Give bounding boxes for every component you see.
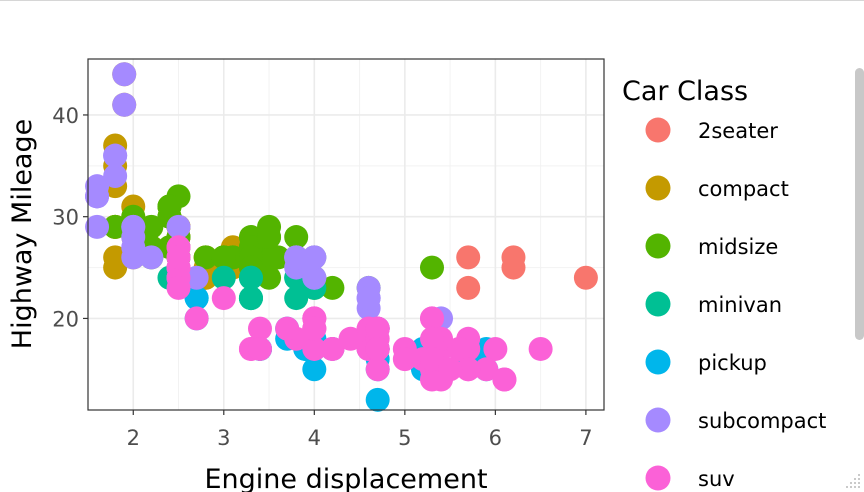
data-point-pickup bbox=[365, 387, 390, 412]
data-point-suv bbox=[420, 367, 444, 392]
data-point-2seater bbox=[501, 255, 526, 280]
data-point-midsize bbox=[257, 265, 282, 290]
legend-key-subcompact bbox=[645, 407, 671, 433]
window-top-border bbox=[0, 0, 864, 1]
data-point-suv bbox=[420, 306, 444, 331]
x-axis-title: Engine displacement bbox=[204, 464, 487, 492]
legend-label-midsize: midsize bbox=[698, 235, 778, 259]
data-point-midsize bbox=[257, 225, 282, 250]
data-point-subcompact bbox=[302, 265, 327, 290]
y-tick-label: 20 bbox=[52, 307, 79, 331]
legend-key-compact bbox=[645, 175, 671, 201]
data-point-midsize bbox=[157, 194, 182, 219]
data-point-suv bbox=[211, 286, 236, 311]
data-point-minivan bbox=[284, 286, 309, 311]
legend-label-2seater: 2seater bbox=[698, 119, 778, 143]
data-point-pickup bbox=[302, 357, 327, 382]
data-point-subcompact bbox=[139, 245, 164, 270]
x-tick-label: 6 bbox=[489, 426, 502, 450]
y-axis-title: Highway Mileage bbox=[7, 119, 38, 349]
data-point-midsize bbox=[320, 275, 345, 300]
data-point-subcompact bbox=[112, 92, 137, 117]
data-point-midsize bbox=[193, 245, 218, 270]
data-point-suv bbox=[320, 336, 345, 361]
data-point-subcompact bbox=[85, 184, 110, 209]
data-point-midsize bbox=[139, 214, 164, 239]
data-point-subcompact bbox=[103, 164, 128, 188]
data-point-suv bbox=[248, 316, 272, 341]
data-point-2seater bbox=[456, 275, 481, 300]
data-point-compact bbox=[103, 255, 128, 280]
data-point-suv bbox=[483, 336, 508, 361]
legend-key-minivan bbox=[645, 291, 671, 317]
data-point-suv bbox=[420, 347, 444, 372]
data-point-suv bbox=[302, 336, 327, 361]
legend: Car Class 2seater compact midsize minivan pi… bbox=[622, 76, 826, 491]
data-point-suv bbox=[338, 326, 363, 351]
data-point-subcompact bbox=[302, 245, 327, 270]
data-point-subcompact bbox=[103, 143, 128, 168]
resize-grip-icon[interactable] bbox=[842, 470, 862, 490]
data-point-suv bbox=[166, 275, 191, 300]
legend-label-minivan: minivan bbox=[698, 293, 782, 317]
axes: 2 3 4 5 6 7 20 30 40 bbox=[52, 104, 592, 450]
data-point-suv bbox=[365, 336, 390, 361]
data-point-midsize bbox=[284, 225, 309, 250]
data-point-suv bbox=[365, 316, 390, 341]
legend-key-suv bbox=[645, 465, 671, 491]
data-point-suv bbox=[275, 316, 300, 341]
data-point-minivan bbox=[238, 265, 263, 290]
data-point-suv bbox=[456, 357, 481, 382]
data-point-suv bbox=[184, 306, 209, 331]
data-point-suv bbox=[474, 357, 499, 382]
legend-key-2seater bbox=[645, 117, 671, 143]
x-tick-label: 3 bbox=[217, 426, 230, 450]
data-point-suv bbox=[420, 326, 444, 351]
data-point-suv bbox=[302, 316, 327, 341]
legend-title: Car Class bbox=[622, 76, 748, 107]
data-point-midsize bbox=[103, 214, 128, 239]
legend-label-pickup: pickup bbox=[698, 351, 767, 375]
plot-panel-border bbox=[87, 58, 605, 411]
data-point-minivan bbox=[238, 286, 263, 311]
data-point-pickup bbox=[184, 286, 209, 311]
data-point-suv bbox=[447, 336, 472, 361]
data-point-subcompact bbox=[166, 214, 191, 239]
data-point-suv bbox=[492, 367, 517, 392]
legend-key-midsize bbox=[645, 233, 671, 259]
legend-label-subcompact: subcompact bbox=[698, 409, 826, 433]
plot-panel-background bbox=[88, 59, 604, 410]
data-point-subcompact bbox=[356, 286, 381, 311]
data-point-subcompact bbox=[85, 214, 110, 239]
data-point-suv bbox=[438, 357, 463, 382]
x-tick-label: 7 bbox=[579, 426, 592, 450]
data-point-suv bbox=[528, 336, 553, 361]
data-point-midsize bbox=[211, 245, 236, 270]
data-point-suv bbox=[392, 347, 417, 372]
data-point-midsize bbox=[257, 245, 282, 270]
legend-label-compact: compact bbox=[698, 177, 789, 201]
data-point-subcompact bbox=[184, 265, 209, 290]
data-point-subcompact bbox=[284, 245, 309, 270]
data-point-2seater bbox=[573, 265, 598, 290]
data-point-subcompact bbox=[112, 62, 137, 87]
data-point-midsize bbox=[420, 255, 444, 280]
data-points bbox=[85, 62, 598, 412]
data-point-subcompact bbox=[121, 214, 146, 239]
legend-key-pickup bbox=[645, 349, 671, 375]
data-point-minivan bbox=[211, 265, 236, 290]
data-point-2seater bbox=[456, 245, 481, 270]
data-point-suv bbox=[365, 357, 390, 382]
data-point-suv bbox=[248, 336, 272, 361]
x-tick-label: 4 bbox=[308, 426, 321, 450]
legend-entries: 2seater compact midsize minivan pickup subcom… bbox=[645, 117, 826, 491]
y-tick-label: 40 bbox=[52, 104, 79, 128]
x-tick-label: 5 bbox=[398, 426, 411, 450]
data-point-suv bbox=[166, 245, 191, 270]
legend-label-suv: suv bbox=[698, 467, 735, 491]
x-tick-label: 2 bbox=[127, 426, 140, 450]
y-tick-label: 30 bbox=[52, 206, 79, 230]
scrollbar-thumb[interactable] bbox=[855, 68, 864, 340]
